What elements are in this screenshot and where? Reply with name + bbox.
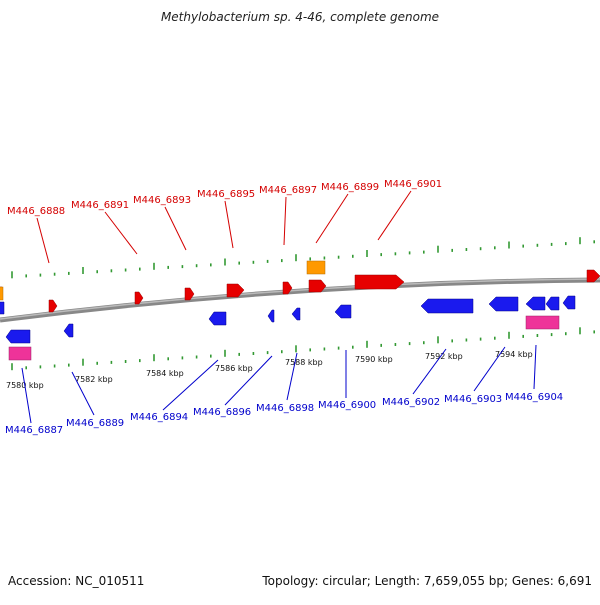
forward-tick-row	[11, 237, 596, 279]
gene-reverse[interactable]	[0, 301, 5, 315]
gene-label-M446_6888[interactable]: M446_6888	[7, 206, 65, 217]
leader-M446_6887	[21, 367, 32, 424]
gene-label-M446_6891[interactable]: M446_6891	[71, 200, 129, 211]
gene-label-M446_6897[interactable]: M446_6897	[259, 185, 317, 196]
gene-reverse[interactable]	[488, 296, 519, 312]
leader-M446_6891	[104, 211, 138, 255]
genome-backbone	[0, 277, 600, 323]
scale-label-7582: 7582 kbp	[75, 375, 113, 384]
gene-reverse[interactable]	[63, 323, 74, 338]
scale-label-7594: 7594 kbp	[495, 350, 533, 359]
leader-M446_6903	[473, 346, 506, 392]
gene-reverse[interactable]	[267, 309, 275, 323]
scale-label-7584: 7584 kbp	[146, 369, 184, 378]
gene-label-M446_6899[interactable]: M446_6899	[321, 182, 379, 193]
scale-label-7586: 7586 kbp	[215, 364, 253, 373]
gene-label-M446_6902[interactable]: M446_6902	[382, 397, 440, 408]
rna-pink[interactable]	[525, 315, 560, 330]
leader-M446_6894	[162, 359, 219, 411]
scale-labels: 7580 kbp 7582 kbp 7584 kbp 7586 kbp 7588…	[6, 350, 533, 390]
gene-label-M446_6898[interactable]: M446_6898	[256, 403, 314, 414]
gene-forward[interactable]	[134, 291, 144, 305]
gene-forward[interactable]	[48, 299, 58, 313]
gene-label-M446_6893[interactable]: M446_6893	[133, 195, 191, 206]
rna-pink[interactable]	[8, 346, 32, 361]
leader-M446_6901	[377, 190, 412, 241]
accession-text: Accession: NC_010511	[8, 574, 145, 588]
reverse-tick-row	[11, 327, 596, 371]
gene-forward[interactable]	[586, 269, 600, 283]
scale-label-7590: 7590 kbp	[355, 355, 393, 364]
gene-label-M446_6887[interactable]: M446_6887	[5, 425, 63, 436]
genome-backbone-highlight	[0, 278, 600, 320]
gene-label-M446_6904[interactable]: M446_6904	[505, 392, 563, 403]
topology-text: Topology: circular; Length: 7,659,055 bp…	[262, 574, 592, 588]
leader-M446_6904	[533, 344, 537, 390]
leader-M446_6898	[286, 352, 298, 401]
gene-label-M446_6896[interactable]: M446_6896	[193, 407, 251, 418]
gene-forward[interactable]	[308, 279, 327, 293]
leader-M446_6896	[224, 355, 273, 406]
gene-forward[interactable]	[282, 281, 293, 295]
leader-M446_6899	[315, 193, 349, 244]
gene-reverse[interactable]	[5, 329, 31, 344]
gene-reverse[interactable]	[545, 296, 560, 311]
gene-reverse[interactable]	[208, 311, 227, 326]
gene-forward[interactable]	[184, 287, 195, 301]
leader-M446_6895	[224, 200, 234, 249]
gene-label-M446_6894[interactable]: M446_6894	[130, 412, 188, 423]
gene-forward[interactable]	[226, 283, 245, 298]
gene-reverse[interactable]	[525, 296, 546, 311]
gene-reverse[interactable]	[562, 295, 576, 310]
leader-M446_6893	[164, 206, 187, 251]
forward-gene-labels: M446_6888 M446_6891 M446_6893 M446_6895 …	[7, 179, 442, 217]
scale-label-7588: 7588 kbp	[285, 358, 323, 367]
leader-M446_6888	[36, 217, 50, 264]
leader-M446_6897	[283, 196, 287, 246]
gene-label-M446_6901[interactable]: M446_6901	[384, 179, 442, 190]
gene-label-M446_6895[interactable]: M446_6895	[197, 189, 255, 200]
scale-label-7592: 7592 kbp	[425, 352, 463, 361]
reverse-genes	[0, 295, 576, 344]
gene-reverse[interactable]	[420, 298, 474, 314]
gene-reverse[interactable]	[334, 304, 352, 319]
gene-label-M446_6900[interactable]: M446_6900	[318, 400, 376, 411]
gene-forward[interactable]	[354, 274, 405, 290]
gene-label-M446_6889[interactable]: M446_6889	[66, 418, 124, 429]
gene-reverse[interactable]	[291, 307, 301, 321]
rna-orange[interactable]	[306, 260, 326, 275]
genome-title: Methylobacterium sp. 4-46, complete geno…	[160, 10, 440, 24]
reverse-leader-lines	[21, 344, 537, 424]
forward-leader-lines	[36, 190, 412, 264]
gene-label-M446_6903[interactable]: M446_6903	[444, 394, 502, 405]
leader-M446_6902	[412, 348, 447, 395]
rna-orange-left[interactable]	[0, 286, 4, 301]
leader-M446_6889	[71, 371, 95, 416]
reverse-gene-labels: M446_6887 M446_6889 M446_6894 M446_6896 …	[5, 392, 563, 436]
